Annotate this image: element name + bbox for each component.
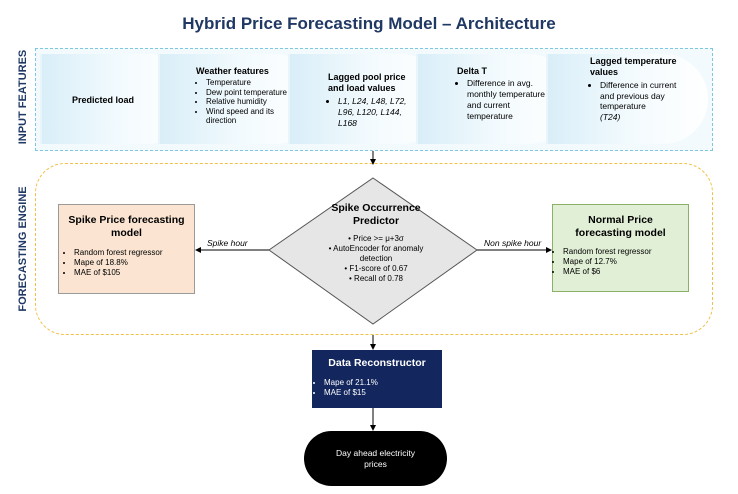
feature-delta-t: Delta T Difference in avg. monthly tempe… bbox=[457, 66, 549, 122]
feature-item: Dew point temperature bbox=[206, 88, 306, 98]
feature-item: Relative humidity bbox=[206, 97, 306, 107]
feature-weather: Weather features Temperature Dew point t… bbox=[196, 66, 306, 126]
spike-model-item: Random forest regressor bbox=[74, 248, 194, 258]
feature-shape-lagged-temp bbox=[548, 54, 708, 144]
reconstructor-item: MAE of $15 bbox=[324, 388, 442, 398]
predictor-item: F1-score of 0.67 bbox=[296, 264, 456, 274]
non-spike-hour-label: Non spike hour bbox=[484, 238, 542, 248]
feature-item: L1, L24, L48, L72, L96, L120, L144, L168 bbox=[338, 96, 420, 129]
normal-model-item: MAE of $6 bbox=[563, 267, 688, 277]
normal-model-item: Mape of 12.7% bbox=[563, 257, 688, 267]
normal-price-model-box: Normal Price forecasting model Random fo… bbox=[552, 204, 689, 292]
output-label: Day ahead electricity prices bbox=[336, 447, 415, 469]
feature-predicted-load: Predicted load bbox=[72, 95, 162, 105]
feature-item: Difference in current and previous day t… bbox=[600, 80, 680, 122]
feature-title: Lagged pool price and load values bbox=[328, 72, 406, 93]
feature-lagged-price: Lagged pool price and load values L1, L2… bbox=[328, 72, 420, 129]
spike-model-item: Mape of 18.8% bbox=[74, 258, 194, 268]
spike-price-model-box: Spike Price forecasting model Random for… bbox=[58, 204, 195, 294]
feature-item-note: (T24) bbox=[600, 111, 621, 122]
feature-lagged-temp: Lagged temperature values Difference in … bbox=[590, 56, 680, 122]
reconstructor-title: Data Reconstructor bbox=[328, 357, 426, 369]
feature-item: Wind speed and its direction bbox=[206, 107, 306, 126]
predictor-item: Recall of 0.78 bbox=[296, 274, 456, 284]
output-node: Day ahead electricity prices bbox=[304, 431, 447, 486]
normal-model-title: Normal Price forecasting model bbox=[575, 214, 666, 239]
spike-occurrence-predictor: Spike Occurrence Predictor Price >= μ+3σ… bbox=[296, 202, 456, 284]
reconstructor-item: Mape of 21.1% bbox=[324, 378, 442, 388]
predictor-title: Spike Occurrence Predictor bbox=[331, 202, 421, 227]
predictor-item: Price >= μ+3σ bbox=[296, 234, 456, 244]
diagram-title: Hybrid Price Forecasting Model – Archite… bbox=[182, 14, 556, 33]
normal-model-item: Random forest regressor bbox=[563, 247, 688, 257]
feature-title: Predicted load bbox=[72, 95, 135, 105]
predictor-item: AutoEncoder for anomaly detection bbox=[296, 244, 456, 264]
data-reconstructor-box: Data Reconstructor Mape of 21.1% MAE of … bbox=[312, 350, 442, 408]
feature-item: Temperature bbox=[206, 78, 306, 88]
feature-item-text: Difference in current and previous day t… bbox=[600, 80, 677, 111]
feature-shape-delta-t bbox=[418, 54, 573, 144]
feature-item: Difference in avg. monthly temperature a… bbox=[467, 78, 549, 122]
spike-model-item: MAE of $105 bbox=[74, 268, 194, 278]
feature-title: Weather features bbox=[196, 66, 269, 76]
feature-title: Delta T bbox=[457, 66, 488, 76]
feature-title: Lagged temperature values bbox=[590, 56, 677, 77]
spike-model-title: Spike Price forecasting model bbox=[68, 214, 185, 239]
spike-hour-label: Spike hour bbox=[207, 238, 248, 248]
